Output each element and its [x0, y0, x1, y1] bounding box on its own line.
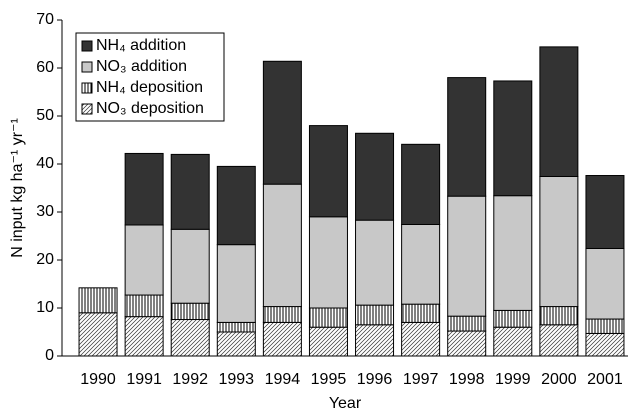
x-tick-label: 1996 — [357, 371, 393, 388]
bar-segment — [447, 195, 487, 317]
x-tick-label: 1990 — [80, 371, 116, 388]
bar-segment — [78, 312, 118, 357]
legend-label: NH₄ addition — [96, 37, 186, 54]
bar-segment — [170, 228, 210, 304]
bar-segment — [585, 175, 625, 249]
bar-segment — [216, 321, 256, 333]
x-tick-label: 2001 — [587, 371, 623, 388]
bar-segment — [308, 216, 348, 309]
y-axis-title: N input kg ha⁻¹ yr⁻¹ — [9, 118, 26, 258]
x-tick-label: 1991 — [126, 371, 162, 388]
bar-segment — [308, 326, 348, 357]
bar-segment — [262, 60, 302, 185]
bar-segment — [355, 324, 395, 357]
y-tick-label: 50 — [36, 107, 54, 124]
bar-segment — [216, 244, 256, 323]
bar-segment — [401, 303, 441, 323]
bar-segment — [355, 132, 395, 221]
bar-segment — [262, 306, 302, 323]
x-axis-title: Year — [329, 395, 362, 412]
y-tick-label: 60 — [36, 59, 54, 76]
bar-segment — [493, 80, 533, 197]
bar-segment — [308, 125, 348, 218]
y-tick-label: 0 — [45, 347, 54, 364]
bar-segment — [585, 318, 625, 334]
y-tick-label: 30 — [36, 203, 54, 220]
bar-segment — [78, 287, 118, 314]
bar-segment — [216, 331, 256, 357]
legend-label: NO₃ deposition — [96, 100, 204, 117]
bar-segment — [539, 306, 579, 326]
bar-segment — [493, 309, 533, 328]
bar-segment — [124, 294, 164, 318]
y-tick-label: 70 — [36, 11, 54, 28]
x-tick-label: 1994 — [265, 371, 301, 388]
bar-segment — [124, 152, 164, 226]
bar-segment — [170, 153, 210, 230]
x-tick-label: 2000 — [541, 371, 577, 388]
bar-segment — [401, 143, 441, 225]
bar-segment — [355, 304, 395, 326]
legend-label: NO₃ addition — [96, 58, 187, 75]
bar-segment — [262, 183, 302, 308]
bar-segment — [308, 307, 348, 328]
bar-segment — [493, 326, 533, 357]
bar-segment — [355, 219, 395, 306]
y-tick-label: 40 — [36, 155, 54, 172]
x-tick-label: 1999 — [495, 371, 531, 388]
bar-segment — [539, 324, 579, 357]
bar-segment — [447, 315, 487, 332]
bar-segment — [447, 330, 487, 357]
x-tick-label: 1995 — [311, 371, 347, 388]
legend-swatch — [81, 40, 93, 52]
bar-segment — [124, 224, 164, 296]
legend-box — [75, 32, 225, 122]
x-tick-label: 1993 — [218, 371, 254, 388]
bar-segment — [124, 316, 164, 357]
bar-segment — [585, 247, 625, 320]
x-tick-label: 1997 — [403, 371, 439, 388]
bar-segment — [401, 223, 441, 305]
bar-segment — [262, 321, 302, 357]
legend-swatch — [81, 103, 93, 115]
bar-segment — [216, 165, 256, 246]
legend-swatch — [81, 61, 93, 73]
x-tick-label: 1992 — [172, 371, 208, 388]
bar-segment — [170, 302, 210, 321]
bar-segment — [493, 195, 533, 311]
x-tick-label: 1998 — [449, 371, 485, 388]
bar-segment — [585, 332, 625, 357]
y-tick-label: 10 — [36, 299, 54, 316]
bar-segment — [539, 175, 579, 308]
legend-label: NH₄ deposition — [96, 79, 203, 96]
y-tick-label: 20 — [36, 251, 54, 268]
bar-segment — [170, 319, 210, 357]
bar-segment — [539, 46, 579, 177]
bar-segment — [447, 77, 487, 197]
legend-swatch — [81, 82, 93, 94]
bar-segment — [401, 321, 441, 357]
